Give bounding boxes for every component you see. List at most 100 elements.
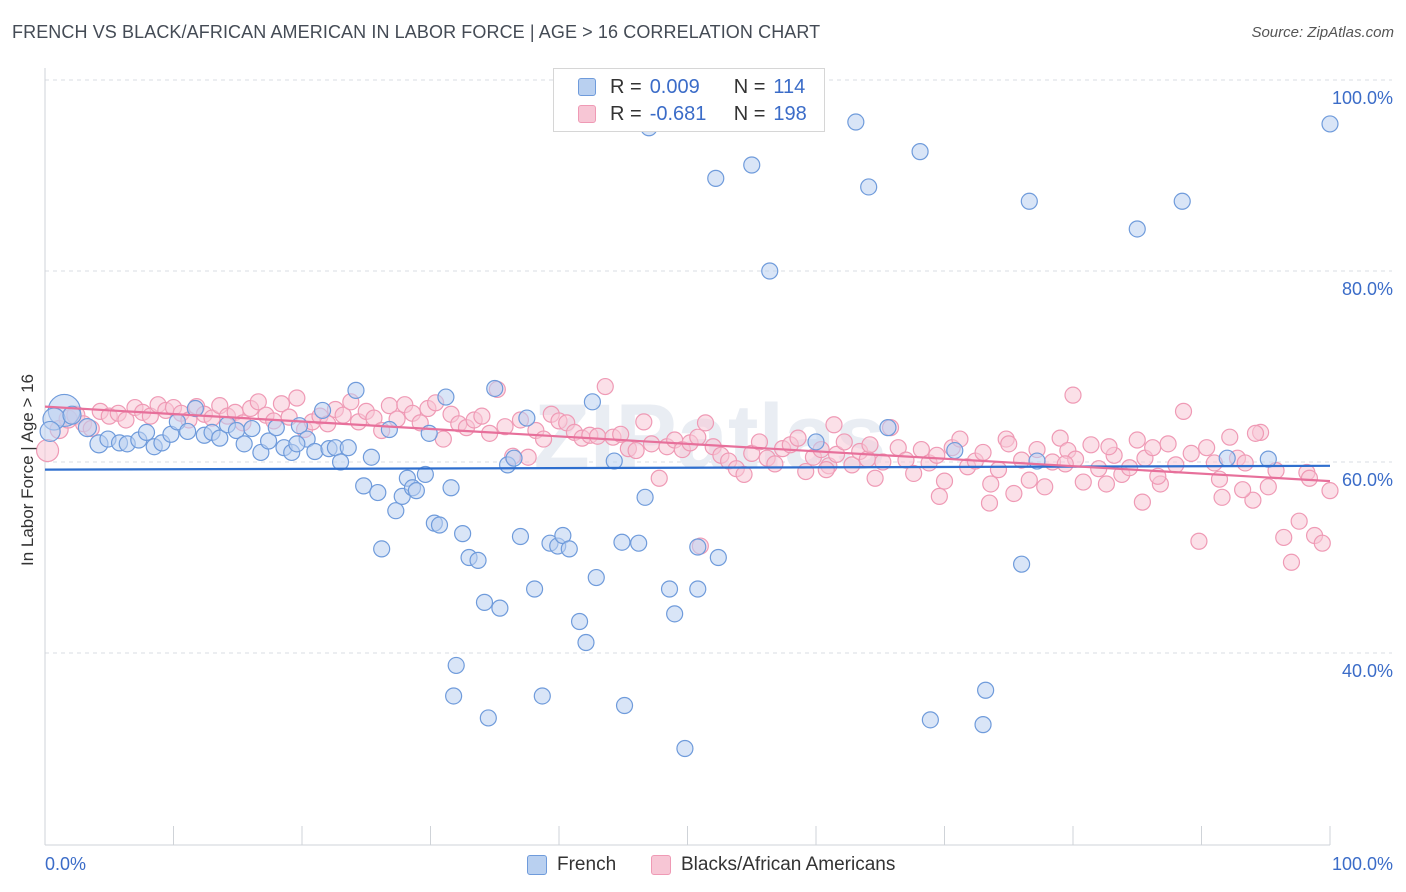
data-point xyxy=(583,393,602,411)
data-point xyxy=(843,456,861,474)
data-point xyxy=(605,452,623,470)
data-point xyxy=(62,405,82,425)
data-point xyxy=(369,483,387,502)
data-point xyxy=(1082,436,1100,454)
data-point xyxy=(1246,424,1265,442)
legend-n-label: N = xyxy=(733,75,766,98)
legend-swatch-french xyxy=(578,78,596,96)
legend-item-black[interactable]: Blacks/African Americans xyxy=(651,854,895,876)
data-point xyxy=(766,455,784,473)
data-point xyxy=(339,439,357,457)
data-point xyxy=(77,418,98,438)
data-point xyxy=(630,534,648,552)
data-point xyxy=(1000,435,1018,453)
data-point xyxy=(267,419,285,437)
data-point xyxy=(689,538,707,556)
data-point xyxy=(505,449,523,467)
data-point xyxy=(442,479,460,497)
data-point xyxy=(835,433,853,451)
data-point xyxy=(1234,481,1252,499)
data-point xyxy=(696,414,715,432)
data-point xyxy=(534,430,553,448)
data-point xyxy=(989,461,1008,479)
data-point xyxy=(306,442,324,461)
data-point xyxy=(469,551,487,569)
legend-r-label: R = xyxy=(610,102,642,125)
data-point xyxy=(570,612,589,631)
data-point xyxy=(743,156,761,174)
data-point xyxy=(39,420,61,443)
legend-r-value: 0.009 xyxy=(649,75,700,98)
data-point xyxy=(331,453,350,471)
data-point xyxy=(1074,473,1092,491)
legend-row-french: R = 0.009 N = 114 xyxy=(578,75,805,99)
y-tick-label: 80.0% xyxy=(1342,279,1393,299)
tick-labels: 100.0% 80.0% 60.0% 40.0% 0.0% 100.0% xyxy=(45,88,1393,874)
data-point xyxy=(525,580,544,598)
data-point xyxy=(974,716,992,734)
data-point xyxy=(874,453,892,471)
data-point xyxy=(636,488,654,506)
data-point xyxy=(827,445,846,463)
data-point xyxy=(288,435,306,453)
data-point xyxy=(347,381,365,399)
y-tick-label: 60.0% xyxy=(1342,470,1393,490)
y-tick-label: 40.0% xyxy=(1342,661,1393,681)
data-point xyxy=(588,427,607,445)
legend-r-label: R = xyxy=(610,75,642,98)
data-point xyxy=(1213,488,1231,506)
data-point xyxy=(879,419,897,437)
data-point xyxy=(243,419,261,438)
data-point xyxy=(1190,532,1208,550)
data-point xyxy=(689,580,707,598)
data-point xyxy=(596,377,614,396)
data-point xyxy=(650,469,668,487)
data-point xyxy=(750,433,769,451)
data-point xyxy=(1275,528,1293,547)
data-point xyxy=(866,469,884,487)
data-point xyxy=(1159,435,1177,453)
data-point xyxy=(1259,450,1277,468)
data-point xyxy=(642,435,661,453)
data-point xyxy=(1144,439,1162,457)
data-point xyxy=(735,465,753,484)
data-point xyxy=(437,388,455,406)
legend-r-value: -0.681 xyxy=(649,102,707,125)
data-point xyxy=(454,525,472,543)
data-point xyxy=(761,262,779,280)
data-point xyxy=(587,568,605,587)
data-point xyxy=(1173,192,1191,210)
data-point xyxy=(1036,478,1054,496)
data-point xyxy=(789,429,807,447)
data-point xyxy=(1236,454,1254,472)
data-point xyxy=(709,548,727,567)
data-point xyxy=(1167,456,1185,474)
data-point xyxy=(259,432,278,450)
data-point xyxy=(1290,512,1308,530)
legend-n-value: 198 xyxy=(773,102,807,125)
y-tick-label: 100.0% xyxy=(1332,88,1393,108)
data-point xyxy=(974,443,992,462)
grid-lines xyxy=(45,79,1392,654)
data-point xyxy=(211,429,229,447)
legend-n-label: N = xyxy=(733,102,766,125)
data-point xyxy=(1182,444,1200,463)
data-point xyxy=(1133,493,1151,511)
data-point xyxy=(179,422,197,441)
data-point xyxy=(980,494,999,512)
legend-swatch-black xyxy=(578,105,596,123)
data-point xyxy=(533,687,551,705)
data-point xyxy=(577,633,595,652)
data-point xyxy=(612,425,630,443)
data-point xyxy=(430,516,449,534)
data-point xyxy=(1064,386,1082,404)
data-point xyxy=(1244,491,1262,509)
legend-item-french[interactable]: French xyxy=(527,854,616,876)
data-point xyxy=(935,472,954,490)
data-point xyxy=(615,696,634,715)
data-point xyxy=(249,393,267,411)
data-point xyxy=(1120,459,1139,477)
legend-row-black: R = -0.681 N = 198 xyxy=(578,102,807,126)
correlation-legend: R = 0.009 N = 114 R = -0.681 N = 198 xyxy=(553,68,825,132)
data-point xyxy=(491,599,509,617)
